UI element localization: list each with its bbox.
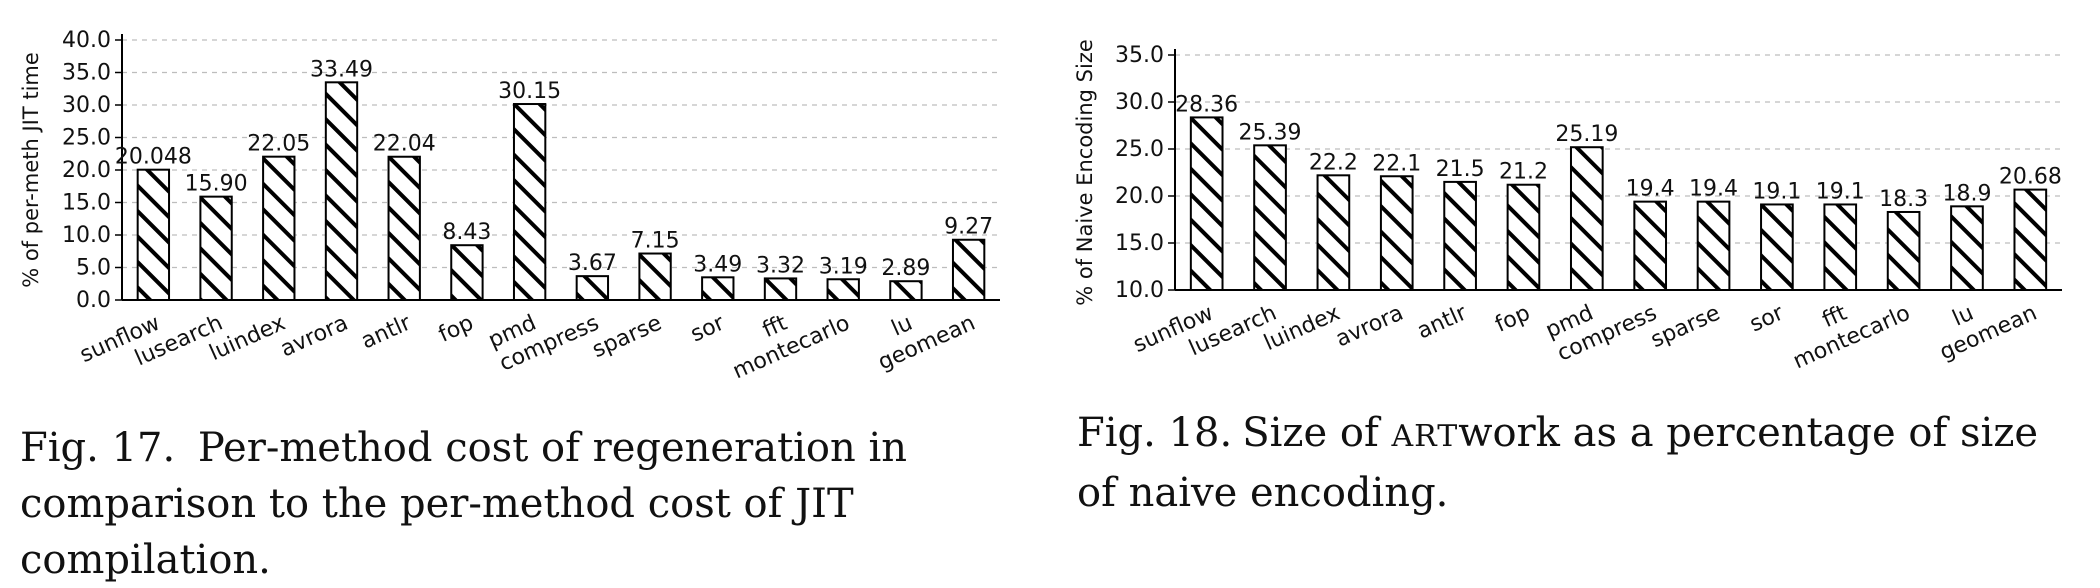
bar: [262, 155, 296, 301]
bar: [1760, 203, 1794, 292]
bar: [1823, 203, 1858, 292]
x-tick-label: sparse: [589, 311, 666, 364]
x-tick-label: sor: [687, 310, 729, 347]
chart-17-plot: 0.0 5.0 10.0 15.0 20.0 25.0 30.0 35.0 40.0 % of p…: [19, 28, 1000, 384]
data-label: 18.3: [1879, 187, 1928, 212]
data-label: 9.27: [944, 215, 993, 240]
data-label: 22.1: [1372, 151, 1421, 176]
x-tick-label: antlr: [358, 310, 416, 354]
data-label: 21.5: [1436, 157, 1485, 182]
y-tick-label: 10.0: [62, 223, 111, 248]
bar: [1886, 210, 1921, 291]
bar: [199, 195, 233, 301]
data-label: 2.89: [881, 256, 930, 281]
bar: [889, 280, 923, 301]
y-tick-label: 40.0: [62, 28, 111, 53]
bar: [826, 278, 860, 302]
bar: [1379, 175, 1414, 291]
y-axis-label: % of Naive Encoding Size: [1073, 39, 1097, 306]
data-label: 8.43: [442, 220, 491, 245]
y-tick-label: 5.0: [76, 256, 111, 281]
bar: [136, 168, 171, 301]
x-tick-label: sparse: [1647, 301, 1724, 354]
bar: [1569, 146, 1604, 291]
bar: [1633, 200, 1668, 291]
data-label: 25.39: [1239, 120, 1302, 145]
y-tick-label: 30.0: [62, 93, 111, 118]
x-tick-label: avrora: [277, 311, 352, 363]
y-tick-label: 25.0: [62, 126, 111, 151]
y-tick-label: 15.0: [62, 191, 111, 216]
caption-text-prefix: Size of: [1242, 410, 1392, 456]
data-label: 25.19: [1555, 122, 1618, 147]
y-tick-label: 30.0: [1115, 90, 1164, 115]
data-label: 3.19: [819, 254, 868, 279]
x-tick-label: avrora: [1332, 301, 1407, 353]
chart-18-plot: 10.0 15.0 20.0 25.0 30.0 35.0 % of Naive Encod…: [1073, 39, 2062, 374]
bar: [450, 244, 484, 301]
figure-18-caption: Fig. 18. Size of ARTwork as a percentage …: [1077, 405, 2087, 521]
caption-smallcaps: ART: [1391, 419, 1459, 454]
y-tick-label: 35.0: [62, 61, 111, 86]
bar: [638, 252, 672, 301]
figure-18-chart: 10.0 15.0 20.0 25.0 30.0 35.0 % of Naive Encod…: [1073, 39, 2062, 374]
bar: [512, 103, 547, 302]
figure-17-caption: Fig. 17. Per-method cost of regeneration…: [20, 420, 1060, 588]
data-label: 3.32: [756, 253, 805, 278]
data-label: 33.49: [310, 57, 373, 82]
data-label: 22.05: [247, 132, 310, 157]
y-axis-label: % of per-meth JIT time: [19, 52, 43, 288]
data-label: 22.2: [1309, 150, 1358, 175]
data-label: 20.048: [115, 145, 192, 170]
bar: [1316, 174, 1351, 292]
y-tick-label: 35.0: [1115, 43, 1164, 68]
bar: [575, 275, 610, 301]
data-label: 19.1: [1752, 179, 1801, 204]
y-tick-label: 15.0: [1115, 231, 1164, 256]
bar: [1189, 116, 1224, 291]
data-label: 19.1: [1816, 179, 1865, 204]
data-label: 19.4: [1689, 177, 1738, 202]
bar: [387, 155, 421, 301]
data-label: 3.67: [568, 251, 617, 276]
x-tick-label: antlr: [1414, 300, 1472, 344]
bar: [1253, 144, 1287, 291]
bar: [1950, 205, 1984, 291]
caption-number: Fig. 18.: [1077, 410, 1233, 456]
bar: [1696, 200, 1731, 291]
data-label: 18.9: [1942, 181, 1991, 206]
y-tick-label: 10.0: [1115, 278, 1164, 303]
figure-17-chart: 0.0 5.0 10.0 15.0 20.0 25.0 30.0 35.0 40.0 % of p…: [19, 28, 1000, 384]
data-label: 22.04: [373, 132, 436, 157]
data-label: 21.2: [1499, 160, 1548, 185]
bar: [1443, 180, 1477, 291]
caption-number: Fig. 17.: [20, 425, 176, 471]
bar: [324, 81, 359, 301]
x-tick-label: fop: [1492, 301, 1534, 338]
x-tick-label: sor: [1746, 300, 1788, 337]
caption-text-suffix: work as a percentage of size of naive en…: [1077, 410, 2039, 516]
data-label: 30.15: [498, 79, 561, 104]
bar: [1506, 183, 1541, 291]
data-label: 15.90: [185, 172, 248, 197]
data-label: 28.36: [1175, 92, 1238, 117]
y-tick-label: 0.0: [76, 288, 111, 313]
y-tick-label: 25.0: [1115, 137, 1164, 162]
x-tick-label: fop: [435, 311, 477, 348]
data-label: 19.4: [1626, 177, 1675, 202]
bar: [2013, 188, 2048, 291]
y-tick-label: 20.0: [1115, 184, 1164, 209]
data-label: 20.68: [1999, 165, 2062, 190]
bar: [763, 277, 798, 302]
data-label: 3.49: [693, 252, 742, 277]
x-tick-label: montecarlo: [729, 311, 854, 385]
data-label: 7.15: [631, 229, 680, 254]
y-tick-label: 20.0: [62, 158, 111, 183]
x-tick-label: montecarlo: [1790, 301, 1915, 375]
bar: [701, 276, 735, 302]
bar: [951, 238, 986, 301]
